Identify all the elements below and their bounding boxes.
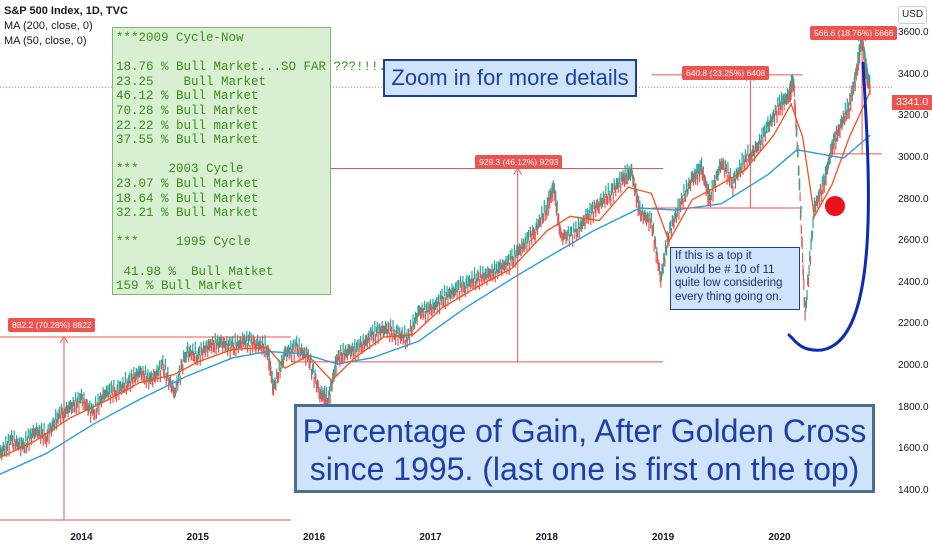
forecast-curve bbox=[787, 61, 870, 352]
red-dot-marker bbox=[825, 196, 845, 216]
cycle-note-line: 70.28 % Bull Market bbox=[116, 103, 259, 118]
cycle-note-line: 23.25 Bull Market bbox=[116, 74, 267, 89]
cycle-note-line bbox=[116, 148, 330, 163]
top-note-line-3: quite low considering bbox=[675, 277, 783, 290]
price-tick-label: 1800.0 bbox=[898, 401, 929, 413]
top-note-line-4: every thing going on. bbox=[675, 290, 782, 303]
cycle-note-line: 18.64 % Bull Market bbox=[116, 191, 259, 206]
time-tick-label: 2019 bbox=[652, 532, 675, 543]
golden-cross-note-line-2: since 1995. (last one is first on the to… bbox=[309, 451, 860, 487]
symbol-title: S&P 500 Index, 1D, TVC bbox=[4, 5, 128, 17]
price-tick-label: 2200.0 bbox=[898, 318, 929, 330]
measure-label-3: 640.8 (23.25%) 6408 bbox=[682, 66, 770, 80]
measure-arrowhead bbox=[59, 336, 69, 344]
cycle-note-line: *** 2003 Cycle bbox=[116, 162, 244, 177]
price-tick-label: 2600.0 bbox=[898, 235, 929, 247]
top-note-line-2: would be # 10 of 11 bbox=[675, 263, 775, 276]
price-tick-label: 3200.0 bbox=[898, 110, 929, 122]
price-tick-label: 1400.0 bbox=[898, 484, 929, 496]
cycle-note-line: 41.98 % Bull Matket bbox=[116, 264, 274, 279]
price-tick-label: 3000.0 bbox=[898, 152, 929, 164]
cycle-note-line: 22.22 % bull market bbox=[116, 118, 259, 133]
cycle-note-line: 46.12 % Bull Market bbox=[116, 89, 259, 104]
measure-label-4: 566.6 (18.76%) 5666 bbox=[810, 26, 898, 40]
price-tick-label: 1600.0 bbox=[898, 443, 929, 455]
time-tick-label: 2016 bbox=[302, 532, 326, 543]
price-tick-label: 2800.0 bbox=[898, 193, 929, 205]
golden-cross-note-line-1: Percentage of Gain, After Golden Cross bbox=[302, 413, 867, 449]
golden-cross-note: Percentage of Gain, After Golden Cross s… bbox=[294, 404, 875, 493]
cycle-note-line bbox=[116, 221, 330, 236]
top-note: If this is a top it would be # 10 of 11 … bbox=[670, 247, 800, 310]
time-tick-label: 2017 bbox=[419, 532, 442, 543]
time-tick-label: 2015 bbox=[186, 532, 209, 543]
price-tick-label: 2400.0 bbox=[898, 276, 929, 288]
ma50-legend: MA (50, close, 0) bbox=[4, 35, 87, 47]
measure-label-2: 929.3 (46.12%) 9293 bbox=[475, 155, 563, 169]
cycle-note-line: *** 1995 Cycle bbox=[116, 235, 252, 250]
cycle-note-line: 18.76 % Bull Market...SO FAR ???!!!..! bbox=[116, 60, 402, 75]
cycle-note-line bbox=[116, 250, 330, 265]
cycle-note-line: 159 % Bull Market bbox=[116, 279, 244, 294]
zoom-note: Zoom in for more details bbox=[383, 59, 637, 97]
top-note-line-1: If this is a top it bbox=[675, 250, 752, 262]
price-tick-label: 2000.0 bbox=[898, 360, 929, 372]
cycle-note-line bbox=[116, 46, 330, 61]
measure-label-1: 882.2 (70.28%) 8822 bbox=[8, 318, 96, 332]
price-tick-label: 3400.0 bbox=[898, 68, 929, 80]
currency-button[interactable]: USD bbox=[898, 6, 927, 24]
ma200-legend: MA (200, close, 0) bbox=[4, 20, 93, 32]
cycle-notes-box: ***2009 Cycle-Now 18.76 % Bull Market...S… bbox=[112, 27, 402, 295]
ma200-line bbox=[0, 134, 871, 475]
cycle-note-line: 23.07 % Bull Market bbox=[116, 176, 259, 191]
cycle-note-line: 37.55 % Bull Market bbox=[116, 133, 259, 148]
time-tick-label: 2020 bbox=[768, 532, 791, 543]
time-tick-label: 2018 bbox=[535, 532, 558, 543]
cycle-note-line: ***2009 Cycle-Now bbox=[116, 31, 244, 45]
price-tick-label: 3600.0 bbox=[898, 27, 929, 39]
chart-legend: S&P 500 Index, 1D, TVC MA (200, close, 0… bbox=[4, 4, 128, 49]
last-price-badge: 3341.0 bbox=[892, 95, 932, 110]
cycle-note-line: 32.21 % Bull Market bbox=[116, 206, 259, 221]
ma50-line bbox=[0, 91, 871, 459]
time-tick-label: 2014 bbox=[70, 532, 93, 543]
